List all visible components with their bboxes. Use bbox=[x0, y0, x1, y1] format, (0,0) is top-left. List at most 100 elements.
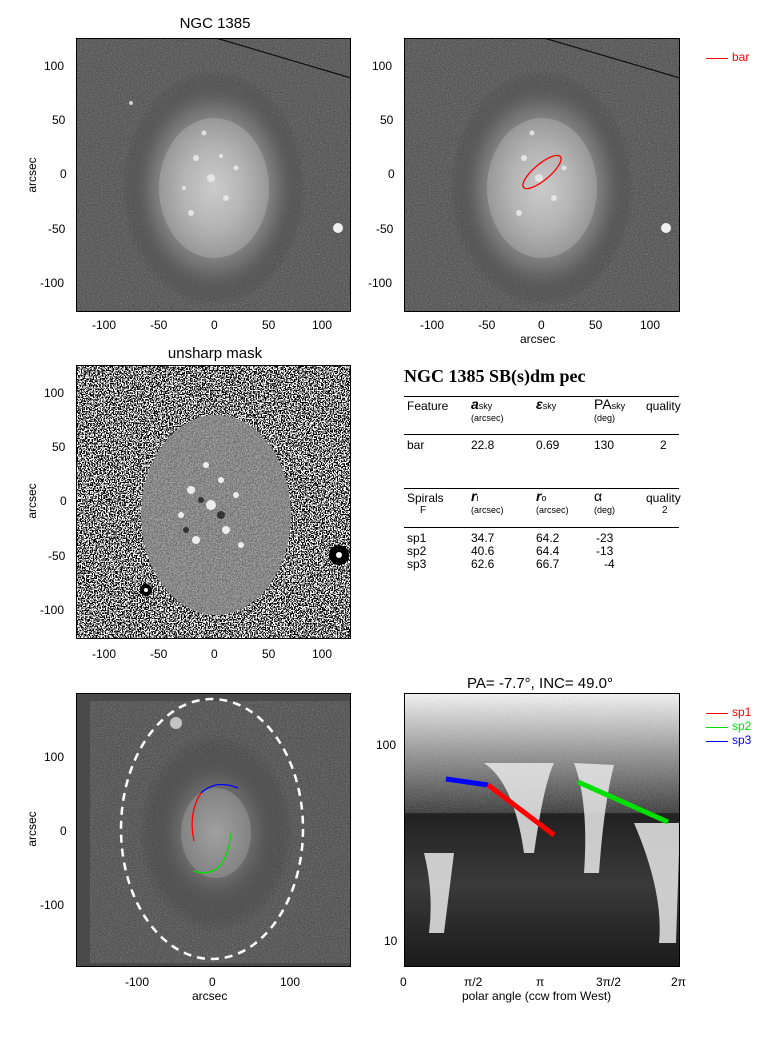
ytick: 50 bbox=[52, 440, 66, 454]
spiral-header-ri-unit: (arcsec) bbox=[471, 505, 504, 515]
panel5-xlabel: arcsec bbox=[192, 989, 228, 1003]
xtick: -50 bbox=[150, 318, 168, 332]
ytick: 100 bbox=[44, 750, 65, 764]
xtick: 0 bbox=[400, 975, 407, 989]
spiral-header-ro-unit: (arcsec) bbox=[536, 505, 569, 515]
spiral-alpha: -23 bbox=[596, 531, 614, 545]
spiral-ro: 64.2 bbox=[536, 531, 560, 545]
xtick: -50 bbox=[150, 647, 168, 661]
xtick: 100 bbox=[640, 318, 661, 332]
table-rule bbox=[404, 488, 679, 489]
spiral-name: sp1 bbox=[407, 531, 427, 545]
spiral-name: sp3 bbox=[407, 557, 427, 571]
table-rule bbox=[404, 434, 679, 435]
header-a: asky bbox=[471, 396, 492, 412]
bar-row-quality: 2 bbox=[660, 438, 667, 452]
ytick: 100 bbox=[376, 738, 397, 752]
disk-ellipse bbox=[119, 697, 305, 961]
xtick: 50 bbox=[262, 647, 276, 661]
spiral-header-ro: ro bbox=[536, 488, 546, 504]
legend-bar-label: bar bbox=[732, 50, 750, 64]
ytick: -100 bbox=[40, 898, 65, 912]
xtick: -50 bbox=[478, 318, 496, 332]
spiral-alpha: -13 bbox=[596, 544, 614, 558]
xtick: 100 bbox=[280, 975, 301, 989]
xtick: 0 bbox=[209, 975, 216, 989]
spiral-header-quality: quality bbox=[646, 491, 681, 505]
xtick: 100 bbox=[312, 647, 333, 661]
legend-sp1-line bbox=[706, 713, 728, 714]
spiral-header-label: Spirals bbox=[407, 491, 444, 505]
header-pa-symbol: PA bbox=[594, 396, 612, 412]
spiral-ri: 62.6 bbox=[471, 557, 495, 571]
xtick: 100 bbox=[312, 318, 333, 332]
header-a-sub: sky bbox=[478, 401, 493, 411]
header-ri-symbol: r bbox=[471, 488, 477, 504]
spiral-ri: 40.6 bbox=[471, 544, 495, 558]
sp2-trace bbox=[192, 832, 232, 874]
table-rule bbox=[404, 396, 679, 397]
spiral-ri: 34.7 bbox=[471, 531, 495, 545]
spiral-name: sp2 bbox=[407, 544, 427, 558]
xtick: -100 bbox=[92, 647, 117, 661]
spiral-header-alpha-unit: (deg) bbox=[594, 505, 616, 515]
panel6-xlabel: polar angle (ccw from West) bbox=[462, 989, 612, 1003]
xtick: π/2 bbox=[464, 975, 483, 989]
ytick: 100 bbox=[44, 59, 65, 73]
panel1-image bbox=[76, 38, 351, 312]
panel6-title: PA= -7.7°, INC= 49.0° bbox=[467, 675, 613, 692]
header-ri-sub: i bbox=[476, 493, 479, 503]
header-eps-symbol: ε bbox=[536, 396, 543, 412]
ytick: 0 bbox=[60, 824, 67, 838]
ytick: 50 bbox=[380, 113, 394, 127]
spiral-ro: 64.4 bbox=[536, 544, 560, 558]
xtick: -100 bbox=[125, 975, 150, 989]
bar-ellipse bbox=[522, 154, 562, 190]
ytick: 100 bbox=[372, 59, 393, 73]
table-title: NGC 1385 SB(s)dm pec bbox=[404, 366, 586, 386]
ytick: -100 bbox=[40, 603, 65, 617]
bar-row-feature: bar bbox=[407, 438, 425, 452]
bar-row-pa: 130 bbox=[594, 438, 615, 452]
sp1-trace bbox=[191, 792, 202, 842]
xtick: -100 bbox=[92, 318, 117, 332]
panel2-xlabel: arcsec bbox=[520, 332, 556, 346]
legend-sp1-label: sp1 bbox=[732, 705, 752, 719]
panel1-title: NGC 1385 bbox=[179, 15, 251, 32]
header-ro-symbol: r bbox=[536, 488, 542, 504]
header-a-unit: (arcsec) bbox=[471, 413, 504, 423]
legend-sp2-label: sp2 bbox=[732, 719, 752, 733]
header-feature: Feature bbox=[407, 399, 449, 413]
sp2-line bbox=[576, 779, 670, 825]
header-quality: quality bbox=[646, 399, 681, 413]
ytick: 0 bbox=[60, 167, 67, 181]
spiral-header-class: F bbox=[420, 505, 427, 516]
xtick: -100 bbox=[420, 318, 445, 332]
panel5-ylabel: arcsec bbox=[25, 811, 39, 847]
spiral-header-alpha: α bbox=[594, 488, 603, 504]
ytick: 100 bbox=[44, 386, 65, 400]
xtick: π bbox=[536, 975, 545, 989]
ytick: -100 bbox=[40, 276, 65, 290]
panel3-title: unsharp mask bbox=[167, 345, 263, 362]
spiral-header-ri: ri bbox=[471, 488, 478, 504]
spiral-header-quality-val: 2 bbox=[662, 505, 668, 516]
table-rule bbox=[404, 527, 679, 528]
legend-sp3-line bbox=[706, 741, 728, 742]
legend-bar-line bbox=[706, 58, 728, 59]
xtick: 50 bbox=[589, 318, 603, 332]
bar-row-eps: 0.69 bbox=[536, 438, 560, 452]
panel3-image bbox=[76, 365, 351, 639]
legend-sp2-line bbox=[706, 727, 728, 728]
spiral-alpha: -4 bbox=[604, 557, 615, 571]
bar-row-a: 22.8 bbox=[471, 438, 495, 452]
spiral-ro: 66.7 bbox=[536, 557, 560, 571]
ytick: 10 bbox=[384, 934, 398, 948]
header-pa-unit: (deg) bbox=[594, 413, 616, 423]
header-a-symbol: a bbox=[471, 396, 479, 412]
ytick: -50 bbox=[48, 222, 66, 236]
xtick: 0 bbox=[538, 318, 545, 332]
panel5-image bbox=[76, 693, 351, 967]
sp3-trace bbox=[200, 783, 239, 794]
ytick: -50 bbox=[48, 549, 66, 563]
